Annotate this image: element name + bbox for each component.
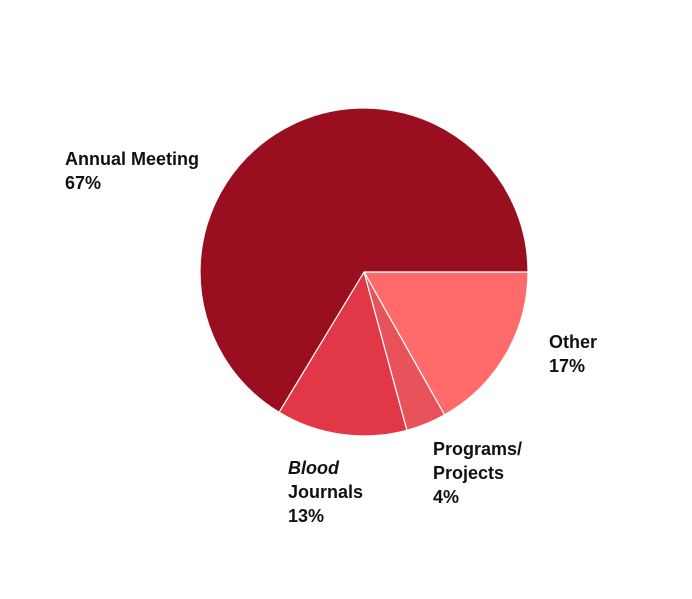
label-programs-name-line2: Projects (433, 463, 505, 483)
pie-slice-blood-journals (278, 271, 408, 437)
label-annual-meeting-value: 67% (65, 173, 102, 193)
label-blood-name-line1: Blood (288, 458, 339, 478)
label-programs-name-line1: Programs/ (433, 439, 523, 459)
label-other: Other 17% (549, 330, 597, 378)
label-programs-projects: Programs/ Projects 4% (433, 437, 522, 509)
label-other-value: 17% (549, 356, 586, 376)
label-blood-value: 13% (288, 506, 325, 526)
label-blood-journals: Blood Journals 13% (288, 456, 363, 528)
pie-slice-other (363, 271, 529, 416)
label-other-name: Other (549, 332, 598, 352)
pie-slice-annual-meeting (199, 107, 529, 413)
label-programs-value: 4% (433, 487, 460, 507)
label-annual-meeting: Annual Meeting 67% (65, 147, 199, 195)
label-blood-name-line2: Journals (288, 482, 364, 502)
label-annual-meeting-name: Annual Meeting (65, 149, 199, 169)
